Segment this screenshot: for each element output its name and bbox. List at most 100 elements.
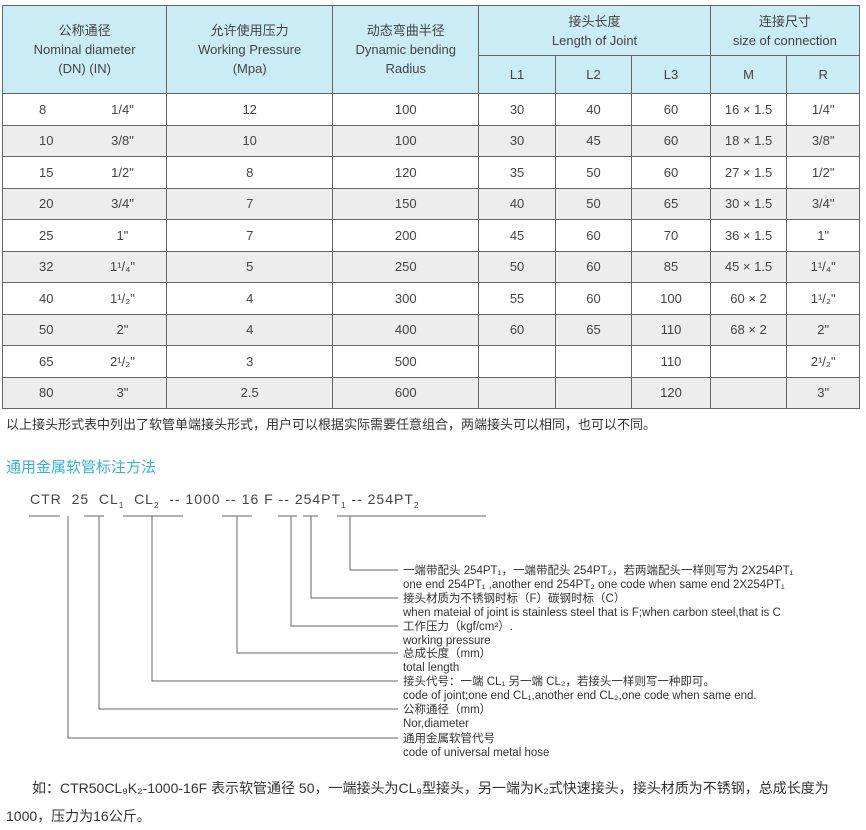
table-cell: 3" [78,376,168,409]
callout-label: 一端带配头 254PT₁，一端带配头 254PT₂，若两端配头一样则写为 2X2… [403,562,794,591]
label-en: code of joint;one end CL₁,another end CL… [403,690,757,702]
table-cell: 50 [554,156,633,189]
label-cn: 公称通径（mm） [403,704,492,716]
table-cell: 40 [554,93,633,126]
label-cn: 工作压力（kgf/cm²）. [403,621,513,633]
table-cell: 60 [631,156,711,189]
table-cell: 100 [332,93,480,126]
callout-label: 接头代号：一端 CL₁ 另一端 CL₂，若接头一样则写一种即可。 code of … [403,673,757,702]
table-row: 50 2" 4 400 60 65 110 68 × 2 2" [1,313,860,346]
callout-label: 公称通径（mm） Nor,diameter [403,701,491,730]
header-conn: 连接尺寸 size of connection [709,5,861,56]
table-cell: 65 [631,187,711,220]
table-cell: 500 [332,345,480,378]
header-m: M [709,55,788,94]
table-cell: 3/4" [78,187,168,220]
table-cell: 110 [631,313,711,346]
callout-label: 总成长度（mm） total length [403,645,491,674]
header-radius: 动态弯曲半径 Dynamic bending Radius [332,5,480,94]
table-cell: 110 [631,345,711,378]
table-cell [709,345,788,378]
table-cell: 5 [166,250,334,283]
table-cell: 3/8" [786,124,860,157]
table-note: 以上接头形式表中列出了软管单端接头形式，用户可以根据实际需要任意组合，两端接头可… [6,417,657,432]
table-cell: 1¹/₄" [78,250,168,283]
table-cell [709,376,788,409]
section-title: 通用金属软管标注方法 [6,459,157,476]
table-cell: 50 [554,187,633,220]
table-cell: 65 [554,313,633,346]
table-row: 32 1¹/₄" 5 250 50 60 85 45 × 1.5 1¹/₄" [1,250,860,283]
table-cell: 40 [478,187,556,220]
table-cell: 2¹/₂" [786,345,860,378]
table-cell: 10 [1,124,79,157]
table-cell: 200 [332,219,480,252]
table-cell: 8 [1,93,79,126]
table-row: 10 3/8" 10 100 30 45 60 18 × 1.5 3/8" [1,124,860,157]
table-cell: 45 × 1.5 [709,250,788,283]
header-nominal: 公称通径 Nominal diameter (DN) (IN) [1,5,168,94]
table-cell: 100 [332,124,480,157]
header-r: R [786,55,860,94]
table-cell: 3" [786,376,860,409]
table-cell: 3 [166,345,334,378]
table-cell: 2" [78,313,168,346]
table-cell: 15 [1,156,79,189]
table-cell: 60 [631,124,711,157]
table-cell: 1¹/₄" [786,250,860,283]
code-example: CTR 25 CL1 CL2 -- 1000 -- 16 F -- 254PT1… [30,491,420,510]
table-row: 15 1/2" 8 120 35 50 60 27 × 1.5 1/2" [1,156,860,189]
table-cell: 1¹/₂" [78,282,168,315]
table-cell: 7 [166,219,334,252]
table-cell: 7 [166,187,334,220]
callout-label: 通用金属软管代号 code of universal metal hose [403,730,549,759]
table-cell: 4 [166,313,334,346]
callout-label: 工作压力（kgf/cm²）. working pressure [403,618,513,647]
table-cell: 60 [631,93,711,126]
table-cell: 1/4" [78,93,168,126]
table-cell [554,376,633,409]
table-row: 80 3" 2.5 600 120 3" [1,376,860,409]
label-en: Nor,diameter [403,718,469,730]
table-cell: 10 [166,124,334,157]
table-cell: 40 [1,282,79,315]
table-row: 40 1¹/₂" 4 300 55 60 100 60 × 2 1¹/₂" [1,282,860,315]
example-text: 如：CTR50CL₉K₂-1000-16F 表示软管通径 50，一端接头为CL₉… [6,780,829,824]
label-cn: 通用金属软管代号 [403,733,495,745]
header-l3: L3 [631,55,711,94]
label-en: working pressure [403,635,491,647]
table-cell: 32 [1,250,79,283]
table-cell: 1¹/₂" [786,282,860,315]
table-cell: 2¹/₂" [78,345,168,378]
table-cell: 400 [332,313,480,346]
table-cell: 2.5 [166,376,334,409]
table-cell [554,345,633,378]
label-cn: 接头材质为不锈钢时标（F）碳钢时标（C） [403,593,626,605]
label-en: code of universal metal hose [403,747,550,759]
label-en: one end 254PT₁ ,another end 254PT₂ one c… [403,579,785,591]
label-cn: 一端带配头 254PT₁，一端带配头 254PT₂，若两端配头一样则写为 2X2… [403,565,794,577]
table-cell: 12 [166,93,334,126]
label-cn: 总成长度（mm） [403,648,492,660]
header-pressure: 允许使用压力 Working Pressure (Mpa) [166,5,334,94]
table-cell: 8 [166,156,334,189]
spec-table: 公称通径 Nominal diameter (DN) (IN) 允许使用压力 Work… [1,5,861,409]
callout-label: 接头材质为不锈钢时标（F）碳钢时标（C） when mateial of join… [403,590,781,619]
table-cell: 16 × 1.5 [709,93,788,126]
table-cell [478,376,556,409]
table-row: 8 1/4" 12 100 30 40 60 16 × 1.5 1/4" [1,93,860,126]
table-cell: 70 [631,219,711,252]
table-row: 65 2¹/₂" 3 500 110 2¹/₂" [1,345,860,378]
label-en: total length [403,662,460,674]
table-cell: 50 [1,313,79,346]
header-l1: L1 [478,55,556,94]
header-l2: L2 [554,55,633,94]
table-cell: 1/4" [786,93,860,126]
table-cell: 80 [1,376,79,409]
table-cell: 60 [554,250,633,283]
label-cn: 接头代号：一端 CL₁ 另一端 CL₂，若接头一样则写一种即可。 [403,676,715,688]
table-cell: 35 [478,156,556,189]
label-en: when mateial of joint is stainless steel… [403,607,781,619]
table-cell: 60 [554,282,633,315]
